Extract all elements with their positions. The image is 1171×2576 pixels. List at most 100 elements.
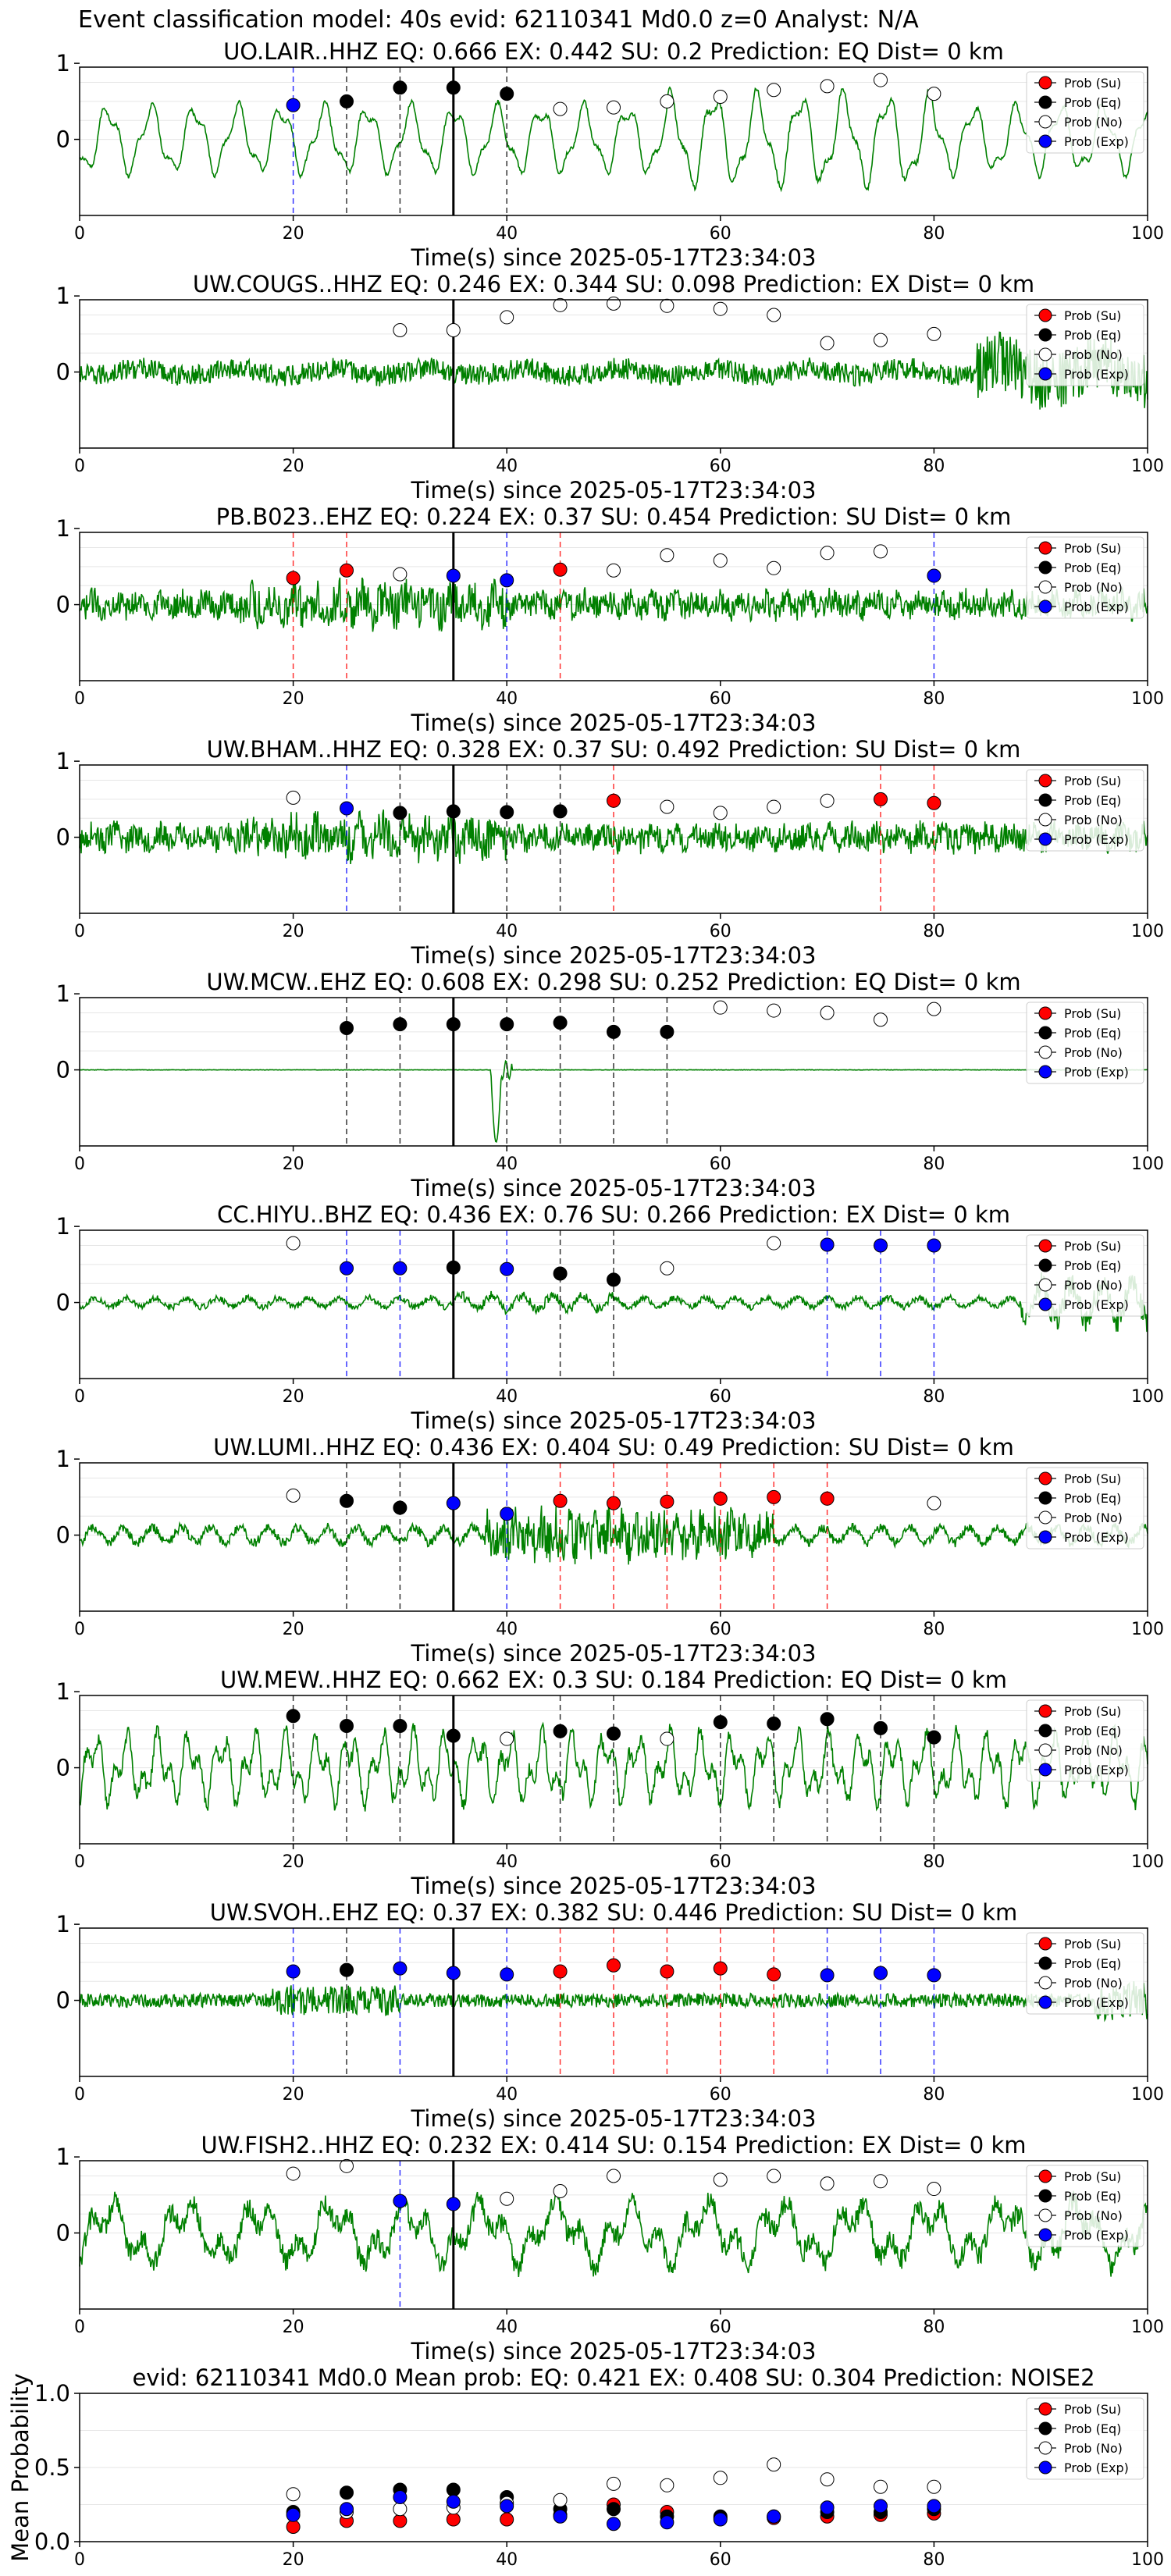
legend-label: Prob (Eq) <box>1064 95 1121 110</box>
legend-marker-no <box>1038 1743 1052 1757</box>
legend-label: Prob (Eq) <box>1064 1956 1121 1971</box>
prob-marker-eq <box>607 1726 621 1741</box>
x-tick-label: 40 <box>496 1852 518 1872</box>
panel-title: UW.MEW..HHZ EQ: 0.662 EX: 0.3 SU: 0.184 … <box>220 1667 1007 1693</box>
mean-prob-point-exp <box>553 2509 568 2524</box>
prob-marker-exp <box>393 1961 408 1976</box>
legend-box <box>1026 1002 1144 1084</box>
axes-frame <box>79 764 1148 914</box>
axes-frame <box>79 299 1148 449</box>
mean-prob-point-no <box>660 2478 674 2492</box>
prob-marker-no <box>767 83 781 98</box>
legend-label: Prob (Exp) <box>1064 600 1129 614</box>
x-tick-label: 60 <box>710 1852 731 1872</box>
x-tick-label: 0 <box>74 224 85 244</box>
prob-marker-exp <box>286 1964 301 1979</box>
legend-label: Prob (Eq) <box>1064 560 1121 575</box>
legend: Prob (Su) Prob (Eq) Prob (No) Prob (Exp) <box>1026 304 1144 386</box>
x-axis-label: Time(s) since 2025-05-17T23:34:03 <box>411 1407 817 1434</box>
panel-4: UW.BHAM..HHZ EQ: 0.328 EX: 0.37 SU: 0.49… <box>56 736 1164 969</box>
legend-label: Prob (Eq) <box>1064 2421 1121 2436</box>
prob-marker-no <box>927 2182 941 2197</box>
panel-title: evid: 62110341 Md0.0 Mean prob: EQ: 0.42… <box>132 2364 1094 2391</box>
legend-label: Prob (No) <box>1064 2208 1123 2223</box>
prob-marker-eq <box>393 1500 408 1515</box>
prob-marker-exp <box>286 98 301 112</box>
legend-label: Prob (Exp) <box>1064 1530 1129 1545</box>
prob-marker-su <box>553 562 568 577</box>
mean-prob-point-exp <box>607 2517 621 2532</box>
legend-label: Prob (No) <box>1064 2441 1123 2456</box>
legend-label: Prob (Exp) <box>1064 1995 1129 2010</box>
x-tick-label: 0 <box>74 2318 85 2337</box>
legend-box <box>1026 769 1144 852</box>
legend: Prob (Su) Prob (Eq) Prob (No) Prob (Exp) <box>1026 1699 1144 1782</box>
prob-marker-no <box>820 546 835 560</box>
prob-marker-no <box>927 1496 941 1510</box>
x-tick-label: 20 <box>283 2318 304 2337</box>
prob-marker-no <box>713 2172 728 2187</box>
legend-box <box>1026 2397 1144 2480</box>
legend-label: Prob (Su) <box>1064 1239 1121 1254</box>
legend-label: Prob (No) <box>1064 1510 1123 1525</box>
prob-marker-no <box>660 1261 674 1276</box>
prob-marker-su <box>820 1491 835 1506</box>
x-tick-label: 100 <box>1131 2318 1164 2337</box>
prob-marker-no <box>874 1012 888 1027</box>
legend-label: Prob (No) <box>1064 580 1123 595</box>
legend-marker-eq <box>1038 2421 1052 2435</box>
prob-marker-no <box>286 2166 301 2181</box>
panel-title: CC.HIYU..BHZ EQ: 0.436 EX: 0.76 SU: 0.26… <box>217 1201 1010 1228</box>
prob-marker-su <box>607 793 621 808</box>
panel-8: UW.MEW..HHZ EQ: 0.662 EX: 0.3 SU: 0.184 … <box>56 1667 1164 1899</box>
x-tick-label: 40 <box>496 224 518 244</box>
legend-marker-exp <box>1038 2228 1052 2242</box>
x-tick-label: 100 <box>1131 922 1164 941</box>
legend-marker-exp <box>1038 367 1052 381</box>
legend-label: Prob (Su) <box>1064 1937 1121 1952</box>
prob-marker-no <box>713 1000 728 1015</box>
legend-marker-su <box>1038 1239 1052 1253</box>
prob-marker-eq <box>340 1020 354 1035</box>
legend-label: Prob (Exp) <box>1064 2460 1129 2475</box>
legend-marker-no <box>1038 2208 1052 2222</box>
x-tick-label: 80 <box>923 2085 945 2105</box>
x-tick-label: 80 <box>923 689 945 709</box>
prob-marker-no <box>660 548 674 563</box>
x-tick-label: 100 <box>1131 689 1164 709</box>
y-tick-label: 0 <box>56 1987 70 2014</box>
mean-prob-point-su <box>500 2512 514 2527</box>
x-axis-label: Time(s) since 2025-05-17T23:34:03 <box>411 244 817 271</box>
prob-marker-eq <box>286 1709 301 1724</box>
prob-marker-su <box>767 1967 781 1982</box>
x-tick-label: 80 <box>923 1387 945 1407</box>
prob-marker-exp <box>340 801 354 816</box>
x-tick-label: 20 <box>283 457 304 476</box>
prob-marker-eq <box>500 805 514 820</box>
prob-marker-no <box>607 2169 621 2183</box>
legend-marker-exp <box>1038 832 1052 846</box>
mean-prob-point-no <box>553 2492 568 2507</box>
legend-marker-eq <box>1038 2189 1052 2203</box>
mean-prob-point-no <box>767 2457 781 2472</box>
x-tick-label: 80 <box>923 1620 945 1639</box>
prob-marker-exp <box>446 2197 461 2211</box>
x-tick-label: 40 <box>496 922 518 941</box>
legend-marker-exp <box>1038 1065 1052 1079</box>
legend-label: Prob (No) <box>1064 347 1123 362</box>
prob-marker-eq <box>820 1712 835 1727</box>
legend-label: Prob (Eq) <box>1064 328 1121 343</box>
x-axis-label: Time(s) since 2025-05-17T23:34:03 <box>411 1175 817 1201</box>
prob-marker-eq <box>446 80 461 95</box>
legend-label: Prob (Exp) <box>1064 367 1129 382</box>
legend-label: Prob (Exp) <box>1064 1763 1129 1777</box>
mean-prob-point-su <box>286 2520 301 2534</box>
panel-7: UW.LUMI..HHZ EQ: 0.436 EX: 0.404 SU: 0.4… <box>56 1434 1164 1667</box>
mean-prob-point-exp <box>820 2500 835 2515</box>
prob-marker-no <box>874 333 888 347</box>
prob-marker-su <box>927 795 941 810</box>
x-axis-label: Time(s) since 2025-05-17T23:34:03 <box>411 942 817 969</box>
x-tick-label: 40 <box>496 1155 518 1174</box>
prob-marker-no <box>713 806 728 820</box>
